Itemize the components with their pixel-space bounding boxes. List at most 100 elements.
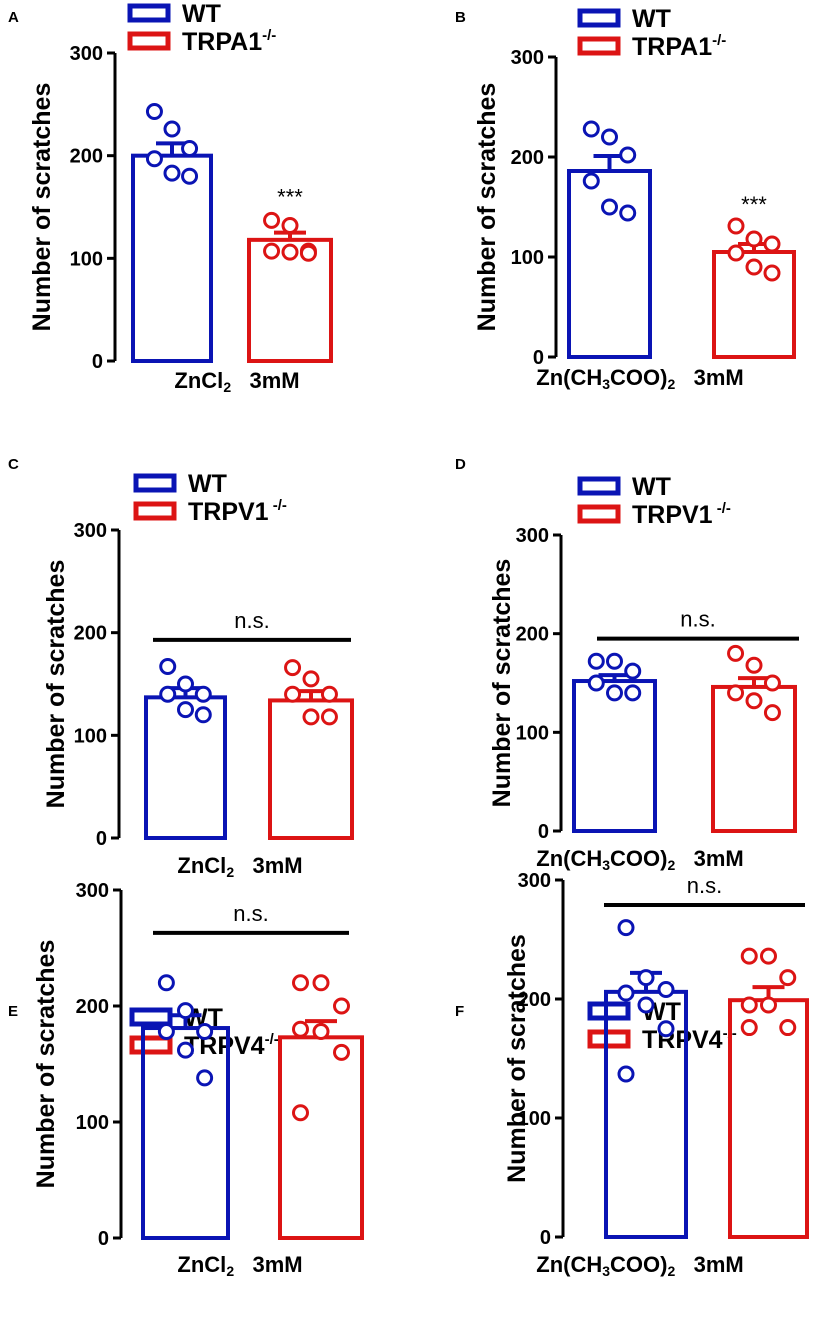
y-tick-label: 200 <box>518 989 551 1011</box>
y-tick-label: 0 <box>540 1227 551 1249</box>
data-point-wt <box>637 969 655 987</box>
y-tick-label: 100 <box>518 1108 551 1130</box>
data-point-knockout <box>333 1043 350 1061</box>
data-point-knockout <box>779 969 797 987</box>
xlabel-compound: Zn(CH <box>536 1252 602 1277</box>
legend-swatch-knockout <box>127 31 171 51</box>
xlabel-concentration: 3mM <box>694 365 744 390</box>
xlabel-compound: ZnCl <box>174 368 223 393</box>
bar-wt <box>131 153 213 363</box>
legend-label-text: TRPA1 <box>182 28 262 56</box>
legend-label-text: TRPA1 <box>632 33 712 61</box>
y-tick-label: 300 <box>511 47 544 69</box>
xlabel-concentration: 3mM <box>252 853 302 878</box>
data-point-knockout <box>763 264 781 282</box>
legend-label-text: TRPV1 <box>632 501 713 529</box>
y-axis-title: Number of scratches <box>28 83 56 332</box>
xlabel-compound: Zn(CH <box>536 365 602 390</box>
x-axis-label: ZnCl2 3mM <box>177 853 302 880</box>
legend-label-knockout: TRPA1-/- <box>632 32 726 61</box>
xlabel-subscript-2: 2 <box>667 857 675 873</box>
xlabel-compound: ZnCl <box>177 1252 226 1277</box>
legend-superscript: -/- <box>262 27 276 44</box>
xlabel-spacer <box>675 1252 693 1277</box>
y-tick-label: 300 <box>70 43 103 65</box>
legend-label-knockout: TRPV4-/- <box>184 1031 279 1060</box>
data-point-knockout <box>292 1104 309 1122</box>
y-tick-label: 200 <box>70 146 103 168</box>
data-point-knockout <box>281 216 299 234</box>
data-point-knockout <box>302 708 320 726</box>
significance-stars: *** <box>277 185 303 210</box>
xlabel-spacer <box>675 846 693 871</box>
legend-superscript: -/- <box>712 32 726 49</box>
y-tick-label: 300 <box>518 870 551 892</box>
legend-label-wt: WT <box>188 470 227 498</box>
panel-letter: D <box>455 456 466 473</box>
data-point-wt <box>181 139 199 157</box>
y-tick-label: 300 <box>516 525 549 547</box>
y-tick-label: 0 <box>96 828 107 850</box>
y-tick-label: 0 <box>92 351 103 373</box>
legend-label-text: TRPV4 <box>642 1026 723 1054</box>
data-point-knockout <box>281 243 299 261</box>
y-tick-label: 0 <box>538 821 549 843</box>
legend-label-wt: WT <box>632 473 671 501</box>
xlabel-compound-suffix: COO) <box>610 846 667 871</box>
data-point-knockout <box>320 685 338 703</box>
data-point-wt <box>181 167 199 185</box>
legend-swatch-wt <box>127 3 171 23</box>
xlabel-subscript: 3 <box>602 1263 610 1279</box>
data-point-wt <box>606 652 623 670</box>
y-axis-title: Number of scratches <box>42 560 70 809</box>
xlabel-concentration: 3mM <box>249 368 299 393</box>
data-point-knockout <box>763 704 781 722</box>
legend-label-text: WT <box>632 5 671 33</box>
legend-label-knockout: TRPV1 -/- <box>188 497 287 526</box>
legend-swatch-knockout <box>577 504 621 524</box>
y-tick-label: 100 <box>76 1112 109 1134</box>
bar-wt <box>572 679 657 833</box>
xlabel-subscript: 2 <box>226 1263 234 1279</box>
data-point-wt <box>582 120 600 138</box>
xlabel-compound-suffix: COO) <box>610 365 667 390</box>
data-point-wt <box>177 1041 194 1059</box>
x-axis-label: Zn(CH3COO)2 3mM <box>536 365 744 392</box>
y-tick-label: 0 <box>533 347 544 369</box>
data-point-wt <box>617 984 635 1002</box>
data-point-wt <box>177 675 194 693</box>
panel-letter: F <box>455 1003 464 1020</box>
data-point-wt <box>159 685 177 703</box>
xlabel-compound-suffix: COO) <box>610 1252 667 1277</box>
x-axis-label: ZnCl2 3mM <box>174 368 299 395</box>
x-axis-label: Zn(CH3COO)2 3mM <box>536 846 744 873</box>
y-tick-label: 200 <box>74 623 107 645</box>
data-point-knockout <box>284 685 302 703</box>
panel-letter: A <box>8 9 19 26</box>
data-point-wt <box>606 684 623 702</box>
data-point-knockout <box>745 692 763 710</box>
data-point-wt <box>587 674 605 692</box>
data-point-knockout <box>312 974 330 992</box>
legend-swatch-wt <box>129 1007 173 1027</box>
x-axis-label: ZnCl2 3mM <box>177 1252 302 1279</box>
xlabel-subscript: 3 <box>602 857 610 873</box>
xlabel-subscript: 3 <box>602 376 610 392</box>
data-point-knockout <box>760 947 777 965</box>
y-axis-title: Number of scratches <box>488 559 516 808</box>
legend-swatch-wt <box>577 476 621 496</box>
y-tick-label: 300 <box>76 880 109 902</box>
data-point-knockout <box>727 644 745 662</box>
data-point-knockout <box>745 258 763 276</box>
legend-swatch-wt <box>133 473 177 493</box>
data-point-knockout <box>740 1019 758 1037</box>
data-point-knockout <box>263 242 281 260</box>
y-tick-label: 200 <box>76 996 109 1018</box>
significance-label: n.s. <box>233 901 268 926</box>
